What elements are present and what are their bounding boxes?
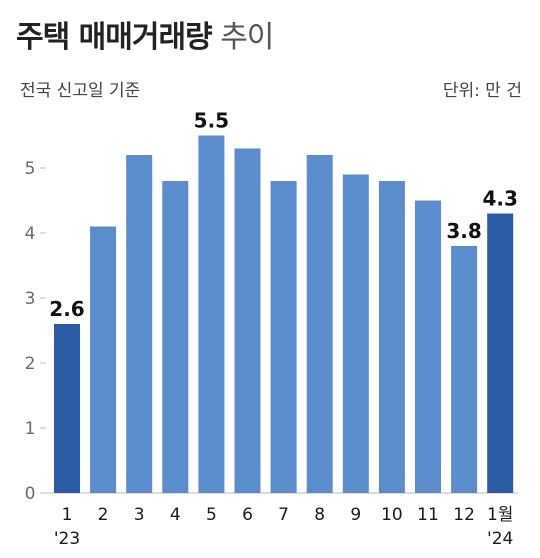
x-tick-label: 3: [134, 505, 145, 525]
chart-title-main: 주택 매매거래량: [16, 20, 213, 55]
bar: [90, 226, 117, 493]
x-tick-label: 4: [170, 505, 181, 525]
bar: [487, 213, 514, 493]
bar: [270, 181, 297, 493]
x-tick-label: 11: [417, 505, 439, 525]
data-label: 5.5: [194, 109, 229, 133]
chart-title: 주택 매매거래량 추이: [16, 12, 274, 56]
unit-label: 단위: 만 건: [442, 81, 522, 101]
bar: [415, 200, 441, 493]
year-label: '23: [54, 529, 80, 549]
x-tick-label: 8: [314, 505, 325, 525]
bar: [198, 135, 225, 493]
y-tick-label: 5: [25, 159, 36, 179]
bar: [54, 324, 80, 493]
data-label: 2.6: [49, 297, 84, 321]
x-tick-label: 9: [350, 505, 361, 525]
bar: [306, 155, 333, 493]
bar: [126, 155, 153, 493]
x-tick-label: 5: [206, 505, 217, 525]
bar: [342, 174, 369, 493]
x-tick-label: 1월: [487, 505, 513, 525]
chart-title-suffix: 추이: [220, 20, 274, 55]
y-tick-label: 2: [25, 354, 36, 374]
bar: [378, 181, 405, 493]
data-label: 3.8: [446, 219, 481, 243]
x-tick-label: 12: [453, 505, 475, 525]
x-tick-label: 7: [278, 505, 289, 525]
x-tick-label: 1: [62, 505, 73, 525]
data-label: 4.3: [482, 187, 517, 211]
chart-subtitle: 전국 신고일 기준: [20, 81, 141, 101]
x-tick-label: 10: [381, 505, 403, 525]
x-tick-label: 2: [98, 505, 109, 525]
bar: [234, 148, 261, 493]
y-tick-label: 0: [25, 484, 36, 504]
y-tick-label: 4: [25, 224, 36, 244]
x-tick-label: 6: [242, 505, 253, 525]
year-label: '24: [487, 529, 513, 549]
y-tick-label: 1: [25, 419, 36, 439]
y-tick-label: 3: [25, 289, 36, 309]
bar: [162, 181, 189, 493]
bar: [451, 246, 478, 493]
